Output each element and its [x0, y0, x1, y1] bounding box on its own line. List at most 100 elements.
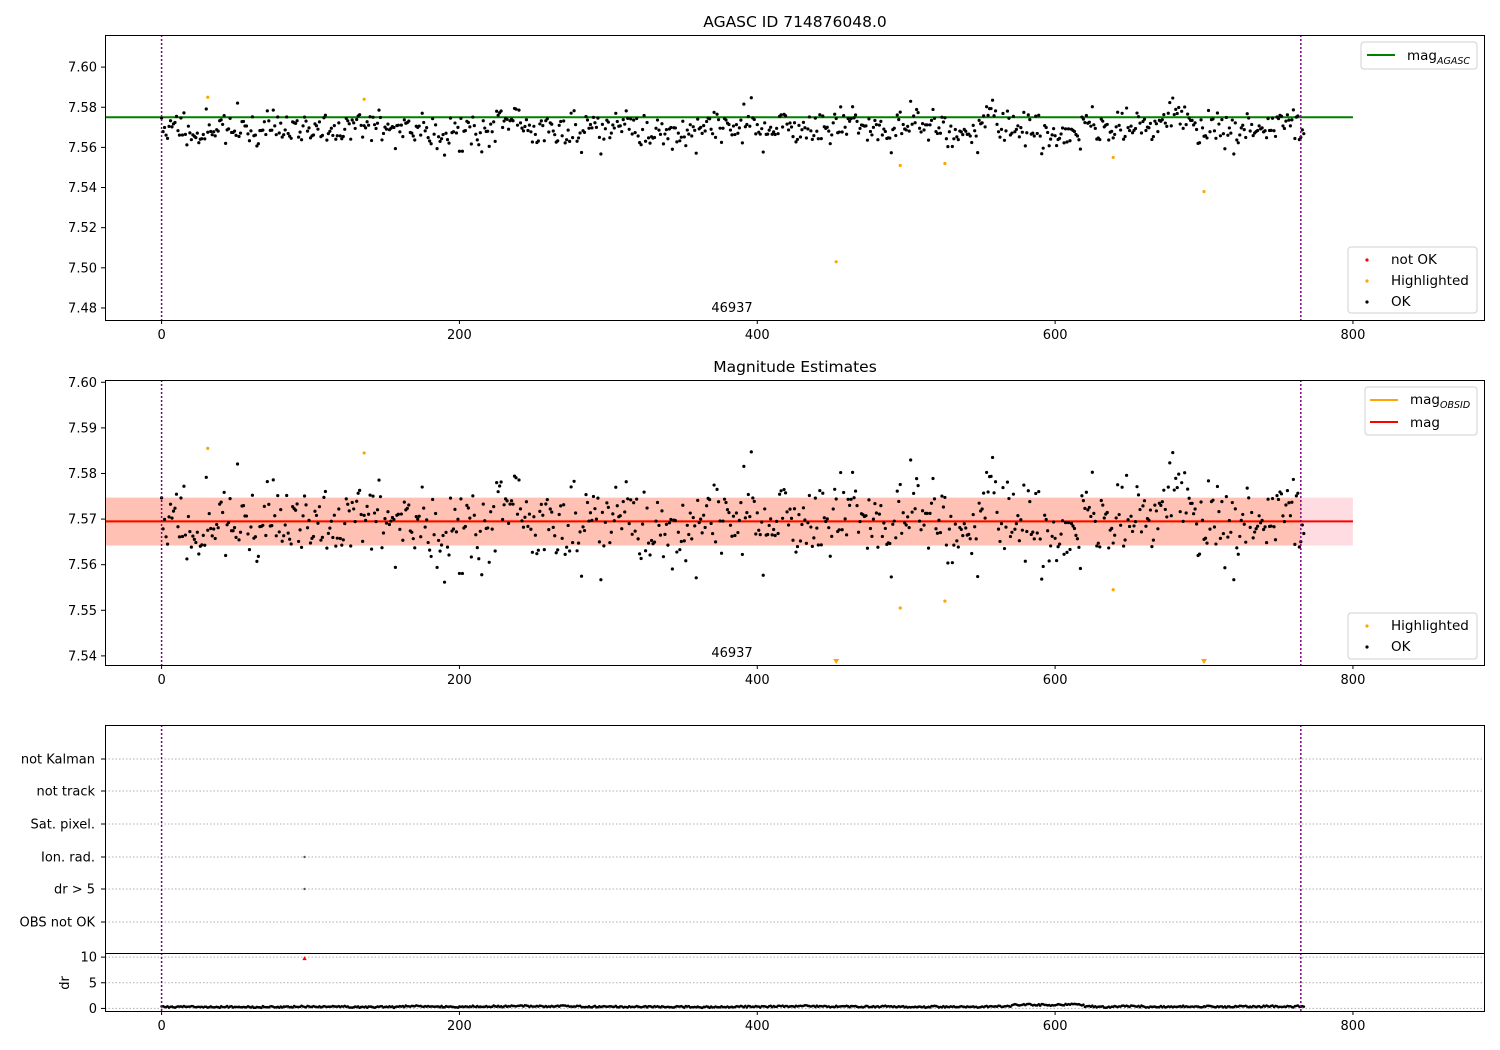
ok-point	[928, 123, 932, 127]
ok-point	[740, 141, 744, 145]
ok-point	[1166, 111, 1170, 115]
legend-mag-agasc-subscript: AGASC	[1436, 56, 1470, 67]
ok-point	[679, 539, 683, 544]
ok-point	[661, 142, 666, 146]
flag-point	[303, 855, 306, 859]
ok-point	[916, 111, 920, 115]
ok-point	[556, 139, 560, 143]
ok-point	[1032, 537, 1036, 541]
ok-point	[411, 537, 415, 541]
ok-point	[1122, 544, 1126, 548]
ok-point	[626, 497, 630, 501]
ok-point	[850, 470, 855, 474]
ok-point	[973, 525, 977, 529]
ok-point	[463, 524, 467, 529]
ok-point	[1017, 135, 1021, 139]
ok-point	[238, 131, 243, 135]
ok-point	[635, 116, 639, 121]
ok-point	[1136, 115, 1141, 119]
ok-point	[1068, 139, 1072, 143]
ok-point	[1026, 489, 1030, 493]
ok-point	[435, 146, 439, 151]
ok-point	[201, 533, 205, 537]
ok-point	[422, 506, 426, 510]
ok-point	[1038, 134, 1042, 138]
ok-point	[828, 554, 832, 558]
ok-point	[444, 530, 448, 535]
ok-point	[809, 525, 813, 529]
ok-point	[722, 497, 727, 501]
ok-point	[444, 131, 448, 135]
ok-point	[745, 510, 749, 515]
ok-point	[338, 134, 342, 138]
ok-point	[883, 526, 887, 531]
ok-point	[1084, 490, 1088, 494]
ok-point	[901, 122, 905, 127]
ok-point	[1165, 515, 1169, 519]
dr-axis-label: dr	[58, 976, 73, 990]
ok-point	[1116, 483, 1120, 487]
ok-point	[1180, 481, 1184, 485]
ok-point	[237, 538, 241, 542]
ok-point	[274, 534, 278, 538]
ok-point	[283, 128, 287, 132]
flag-label: not Kalman	[21, 753, 95, 768]
ok-point	[170, 516, 174, 520]
ok-point	[182, 111, 186, 115]
ok-point	[901, 511, 905, 515]
ok-point	[775, 519, 779, 523]
ok-point	[1256, 524, 1260, 528]
ok-point	[785, 122, 789, 126]
ok-point	[1011, 114, 1016, 118]
ok-point	[807, 493, 811, 498]
ok-point	[1184, 123, 1188, 127]
ok-point	[1016, 514, 1020, 518]
dr-point	[1302, 1005, 1306, 1008]
ok-point	[571, 540, 575, 545]
ok-point	[189, 545, 193, 549]
ok-point	[340, 543, 344, 547]
ok-point	[1081, 498, 1086, 503]
ok-point	[264, 533, 268, 538]
ok-point	[167, 124, 171, 128]
ok-point	[1273, 134, 1278, 139]
ok-point	[888, 541, 892, 546]
ok-point	[425, 518, 429, 522]
panel-flags: not Kalman not track Sat. pixel. Ion. rad. d…	[20, 725, 1485, 1034]
ok-point	[1144, 128, 1148, 133]
ok-point	[898, 110, 902, 114]
ok-point	[1026, 113, 1030, 117]
ok-point	[648, 553, 652, 557]
ok-point	[1075, 537, 1080, 541]
ok-point	[1259, 521, 1263, 525]
ok-point	[1160, 500, 1164, 504]
ok-point	[436, 135, 441, 139]
ok-point	[1163, 507, 1167, 512]
ok-point	[438, 549, 442, 553]
ok-point	[816, 543, 820, 547]
ok-point	[778, 492, 782, 496]
ok-point	[299, 545, 304, 549]
ok-point	[728, 128, 733, 132]
panel1-axes: 0 200 400 600 800 7.48 7.50 7.52 7.54 7.56 7.58 7.6…	[68, 61, 1365, 343]
panel3-marks	[105, 725, 1484, 1011]
ok-point	[1282, 520, 1287, 524]
ok-point	[1263, 525, 1267, 529]
ok-point	[203, 137, 207, 141]
ok-point	[755, 122, 759, 127]
ok-point	[620, 527, 624, 531]
ok-point	[381, 531, 386, 535]
ok-point	[624, 109, 628, 113]
ok-point	[423, 525, 427, 529]
ok-point	[941, 120, 946, 124]
ok-point	[1284, 119, 1288, 123]
ok-point	[681, 503, 685, 507]
ok-point	[959, 527, 963, 532]
ok-point	[383, 517, 387, 521]
p2-ytick-label: 7.59	[68, 421, 97, 436]
ok-point	[475, 138, 479, 142]
ok-point	[867, 117, 871, 121]
ok-point	[168, 119, 173, 123]
ok-point	[587, 126, 591, 130]
ok-point	[690, 134, 694, 138]
